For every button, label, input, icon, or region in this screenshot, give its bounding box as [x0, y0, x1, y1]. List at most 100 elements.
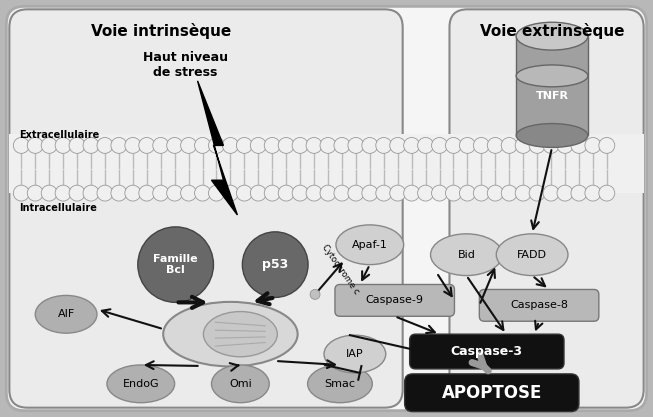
Ellipse shape — [336, 225, 404, 265]
Circle shape — [404, 138, 420, 153]
Circle shape — [571, 185, 587, 201]
Circle shape — [292, 138, 308, 153]
Circle shape — [375, 185, 392, 201]
Circle shape — [362, 185, 378, 201]
Text: Voie intrinsèque: Voie intrinsèque — [91, 23, 231, 39]
Circle shape — [502, 185, 517, 201]
Text: Famille
Bcl: Famille Bcl — [153, 254, 198, 275]
FancyBboxPatch shape — [7, 6, 646, 411]
Text: IAP: IAP — [346, 349, 364, 359]
Circle shape — [432, 138, 447, 153]
Circle shape — [306, 185, 322, 201]
Circle shape — [599, 138, 614, 153]
Text: Haut niveau
de stress: Haut niveau de stress — [143, 51, 228, 79]
Circle shape — [13, 185, 29, 201]
Circle shape — [362, 138, 378, 153]
Text: Voie extrinsèque: Voie extrinsèque — [480, 23, 624, 39]
Circle shape — [487, 185, 503, 201]
Ellipse shape — [107, 365, 174, 403]
Circle shape — [153, 185, 168, 201]
Text: Intracellulaire: Intracellulaire — [20, 203, 97, 213]
Circle shape — [69, 138, 85, 153]
Circle shape — [473, 138, 489, 153]
Ellipse shape — [516, 22, 588, 50]
Circle shape — [334, 138, 350, 153]
Circle shape — [236, 138, 252, 153]
Circle shape — [250, 185, 266, 201]
Circle shape — [543, 185, 559, 201]
Circle shape — [529, 138, 545, 153]
Text: Omi: Omi — [229, 379, 252, 389]
Circle shape — [306, 138, 322, 153]
Circle shape — [264, 138, 280, 153]
Circle shape — [236, 185, 252, 201]
Circle shape — [585, 138, 601, 153]
Circle shape — [320, 185, 336, 201]
Circle shape — [41, 138, 57, 153]
Bar — [9, 133, 644, 193]
FancyBboxPatch shape — [9, 9, 403, 408]
Circle shape — [557, 138, 573, 153]
Ellipse shape — [516, 123, 588, 148]
Text: Cytochrome c: Cytochrome c — [320, 243, 361, 296]
Circle shape — [111, 185, 127, 201]
Ellipse shape — [308, 365, 372, 403]
Ellipse shape — [163, 302, 298, 367]
Ellipse shape — [35, 295, 97, 333]
Circle shape — [83, 138, 99, 153]
Circle shape — [223, 185, 238, 201]
Circle shape — [445, 185, 462, 201]
Circle shape — [473, 185, 489, 201]
FancyBboxPatch shape — [479, 289, 599, 321]
Ellipse shape — [212, 365, 269, 403]
Circle shape — [27, 138, 43, 153]
Circle shape — [55, 185, 71, 201]
Circle shape — [418, 138, 434, 153]
Circle shape — [515, 138, 531, 153]
Polygon shape — [198, 81, 238, 215]
Ellipse shape — [203, 311, 278, 357]
Circle shape — [529, 185, 545, 201]
Circle shape — [404, 185, 420, 201]
Text: Extracellulaire: Extracellulaire — [20, 131, 99, 141]
Circle shape — [571, 138, 587, 153]
Circle shape — [138, 227, 214, 302]
Text: p53: p53 — [262, 258, 289, 271]
Circle shape — [41, 185, 57, 201]
Circle shape — [460, 138, 475, 153]
Circle shape — [13, 138, 29, 153]
Circle shape — [69, 185, 85, 201]
Text: AIF: AIF — [57, 309, 74, 319]
Circle shape — [139, 138, 155, 153]
Circle shape — [242, 232, 308, 297]
Ellipse shape — [324, 335, 386, 373]
Text: Smac: Smac — [325, 379, 355, 389]
Circle shape — [278, 138, 294, 153]
Text: Caspase-9: Caspase-9 — [366, 295, 424, 305]
Circle shape — [181, 185, 197, 201]
FancyBboxPatch shape — [449, 9, 644, 408]
Circle shape — [418, 185, 434, 201]
Bar — [516, 36, 588, 136]
Circle shape — [557, 185, 573, 201]
Circle shape — [111, 138, 127, 153]
Circle shape — [97, 138, 113, 153]
Circle shape — [167, 185, 183, 201]
Circle shape — [543, 138, 559, 153]
Circle shape — [320, 138, 336, 153]
Circle shape — [195, 185, 210, 201]
Circle shape — [390, 138, 406, 153]
Circle shape — [208, 185, 225, 201]
Circle shape — [310, 289, 320, 299]
FancyBboxPatch shape — [405, 374, 579, 412]
Text: Caspase-3: Caspase-3 — [451, 345, 523, 358]
Circle shape — [348, 185, 364, 201]
FancyBboxPatch shape — [409, 334, 564, 369]
Text: Apaf-1: Apaf-1 — [352, 240, 388, 250]
Circle shape — [139, 185, 155, 201]
Circle shape — [375, 138, 392, 153]
Circle shape — [223, 138, 238, 153]
Circle shape — [348, 138, 364, 153]
Circle shape — [390, 185, 406, 201]
Text: EndoG: EndoG — [123, 379, 159, 389]
